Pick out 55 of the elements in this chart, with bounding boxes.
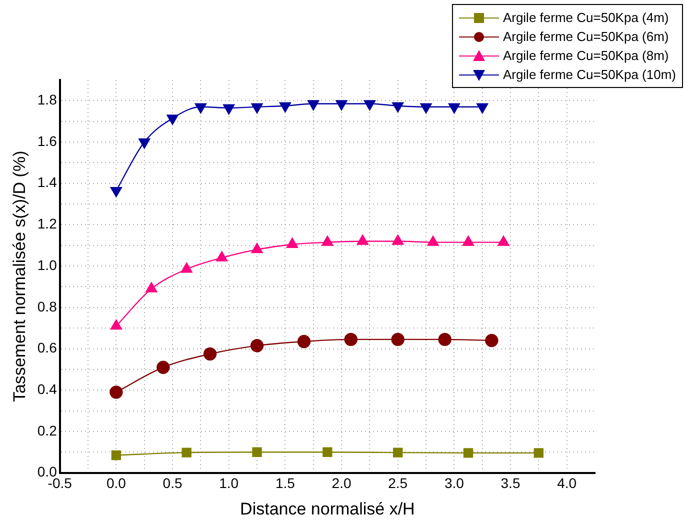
point (110, 187, 122, 198)
point (476, 103, 488, 114)
x-axis-title: Distance normalisé x/H (240, 499, 415, 518)
y-axis-title: Tassement normalisée s(x)/D (%) (10, 150, 29, 402)
x-tick-label: 3.0 (444, 475, 464, 492)
x-tick-label: 4.0 (557, 475, 577, 492)
legend-label: Argile ferme Cu=50Kpa (10m) (502, 66, 676, 84)
x-tick-label: 2.5 (388, 475, 408, 492)
point (364, 100, 376, 110)
point (250, 339, 264, 352)
point (448, 103, 460, 114)
y-tick-label: 0.2 (37, 422, 58, 438)
point (420, 103, 432, 114)
legend-label: Argile ferme Cu=50Kpa (4m) (502, 9, 669, 27)
point (223, 104, 235, 115)
y-tick-label: 1.0 (37, 256, 58, 273)
legend-label: Argile ferme Cu=50Kpa (6m) (502, 28, 669, 46)
point (308, 100, 320, 110)
point (297, 334, 311, 348)
point (138, 138, 150, 149)
point (438, 332, 452, 346)
point (203, 347, 217, 361)
x-tick-label: 1.0 (219, 475, 239, 492)
point (485, 334, 498, 348)
point (182, 448, 192, 458)
x-tick-label: -0.5 (48, 475, 72, 492)
point (393, 448, 403, 458)
point (391, 332, 404, 346)
x-tick-label: 0.5 (162, 475, 182, 492)
point (156, 360, 170, 374)
x-tick-label: 3.5 (500, 475, 520, 492)
x-tick-label: 1.5 (275, 475, 296, 492)
point (322, 447, 332, 457)
point (251, 103, 263, 114)
y-tick-label: 1.8 (37, 92, 58, 108)
point (344, 332, 358, 346)
x-tick-label: 2.0 (332, 475, 352, 492)
point (111, 450, 122, 460)
y-tick-label: 1.4 (37, 174, 58, 190)
point (534, 448, 544, 458)
y-tick-label: 1.2 (37, 216, 58, 232)
y-tick-label: 0.4 (37, 380, 58, 397)
point (194, 103, 206, 114)
point (166, 114, 178, 125)
point (252, 447, 262, 457)
y-tick-label: 1.6 (37, 132, 58, 149)
y-tick-label: 0.8 (37, 298, 58, 314)
x-tick-label: 0.0 (106, 475, 126, 492)
point (110, 386, 123, 399)
point (392, 102, 404, 112)
legend-label: Argile ferme Cu=50Kpa (8m) (502, 47, 669, 65)
point (336, 100, 348, 110)
point (279, 102, 291, 112)
point (463, 448, 474, 458)
y-tick-label: 0.6 (37, 340, 58, 356)
